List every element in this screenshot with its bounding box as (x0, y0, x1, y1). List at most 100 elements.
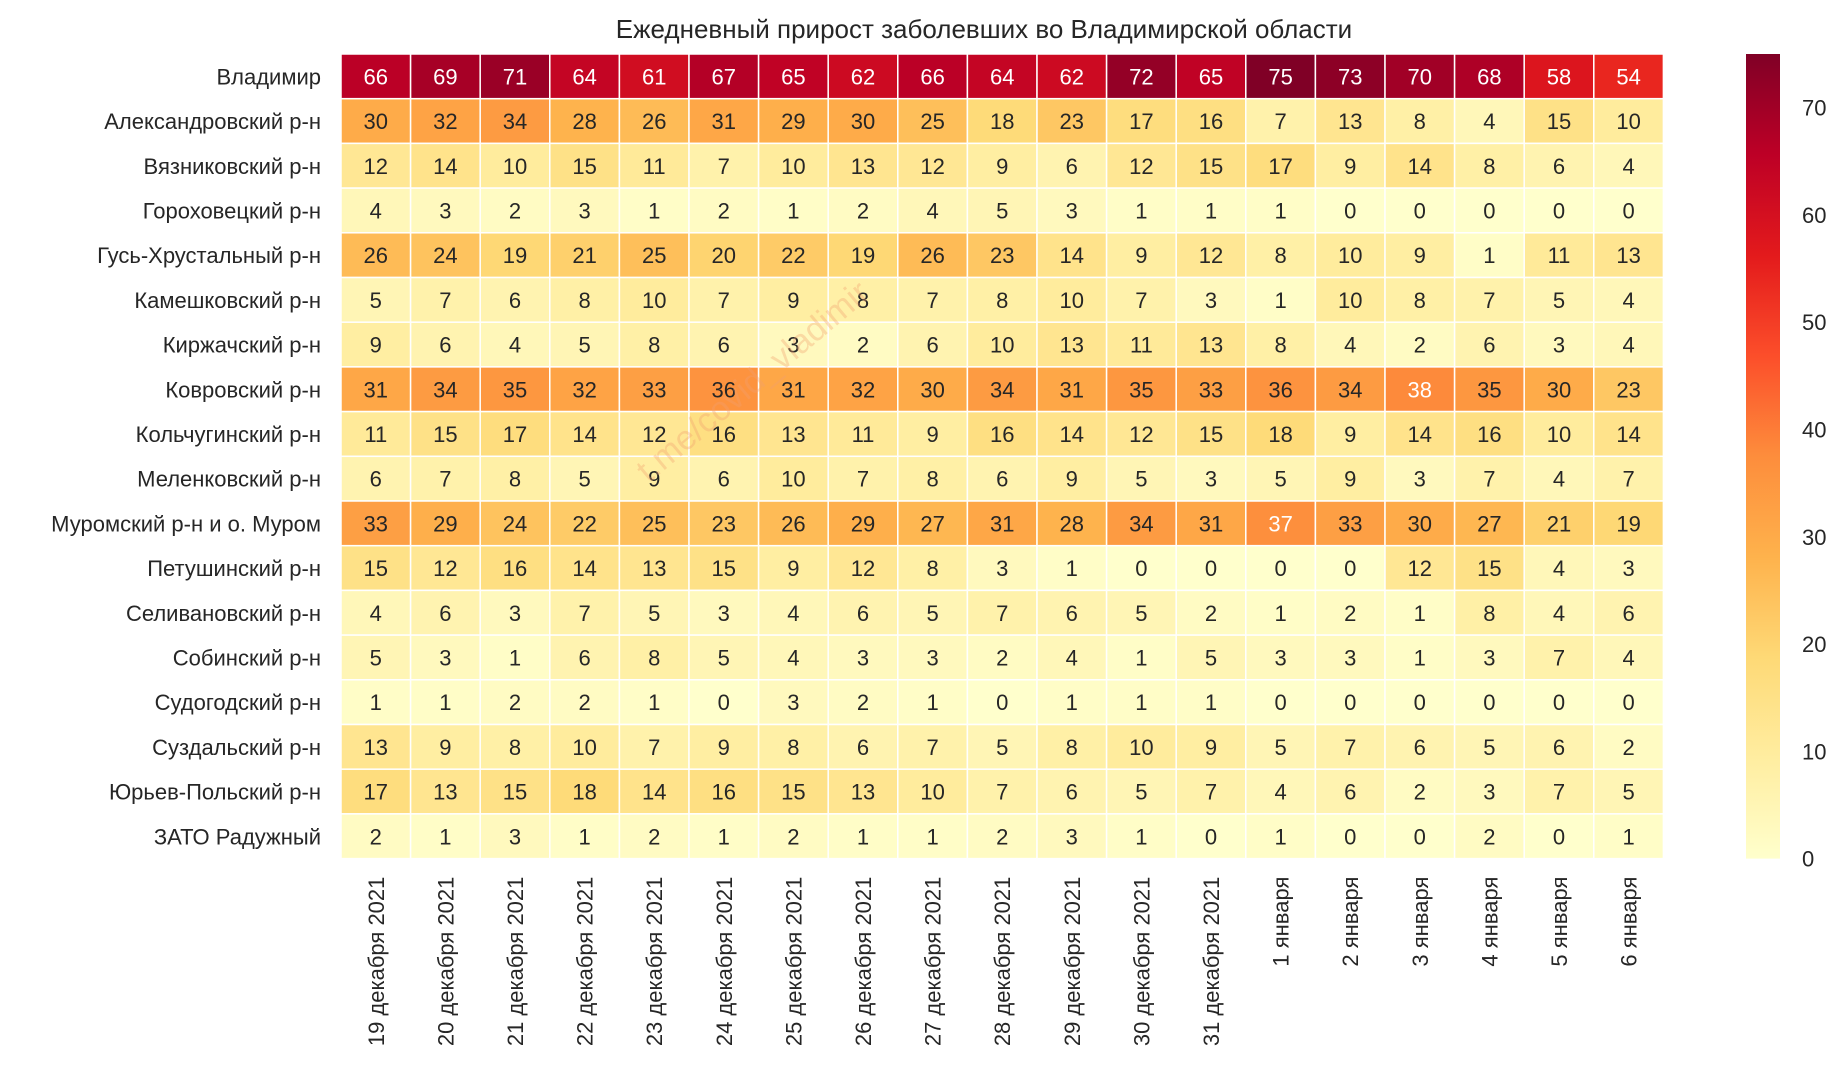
column-label: 29 декабря 2021 (1060, 877, 1085, 1047)
heatmap-cell-value: 6 (1066, 780, 1078, 805)
heatmap-cell-value: 0 (1414, 198, 1426, 223)
column-label: 28 декабря 2021 (990, 877, 1015, 1047)
heatmap-cell-value: 1 (926, 690, 938, 715)
heatmap-cell (1384, 366, 1456, 413)
heatmap-cell-value: 7 (1344, 735, 1356, 760)
heatmap-cell (1453, 455, 1525, 502)
heatmap-cell-value: 22 (572, 511, 596, 536)
heatmap-cell (549, 768, 621, 815)
heatmap-cell-value: 22 (781, 243, 805, 268)
heatmap-cell-value: 62 (851, 64, 875, 89)
heatmap-cell-value: 1 (926, 824, 938, 849)
heatmap-cell-value: 13 (433, 780, 457, 805)
heatmap-cell-value: 0 (1205, 824, 1217, 849)
heatmap-cell-value: 23 (712, 511, 736, 536)
heatmap-cell-value: 6 (439, 601, 451, 626)
heatmap-cell-value: 0 (1344, 556, 1356, 581)
heatmap-cell-value: 7 (1622, 467, 1634, 492)
heatmap-cell-value: 8 (1274, 333, 1286, 358)
heatmap-cell-value: 7 (1553, 780, 1565, 805)
heatmap-cell (966, 813, 1038, 860)
heatmap-cell (688, 321, 760, 368)
heatmap-cell-value: 5 (718, 645, 730, 670)
heatmap-cell-value: 30 (1547, 377, 1571, 402)
heatmap-cell-value: 18 (1268, 422, 1292, 447)
heatmap-cell-value: 16 (503, 556, 527, 581)
heatmap-cell-value: 1 (1066, 690, 1078, 715)
heatmap-cell-value: 6 (1344, 780, 1356, 805)
heatmap-cell-value: 0 (1553, 824, 1565, 849)
heatmap-cell-value: 10 (920, 780, 944, 805)
heatmap-cell-value: 15 (781, 780, 805, 805)
heatmap-cell (1593, 768, 1665, 815)
heatmap-cell (757, 500, 829, 547)
heatmap-cell (827, 232, 899, 279)
row-label: Муромский р-н и о. Муром (51, 511, 321, 536)
heatmap-cell-value: 4 (1622, 333, 1634, 358)
heatmap-cell (1384, 634, 1456, 681)
heatmap-cell-value: 4 (926, 198, 938, 223)
heatmap-cell (1453, 97, 1525, 145)
heatmap-cell-value: 7 (1205, 780, 1217, 805)
heatmap-cell-value: 11 (364, 422, 387, 447)
heatmap-cell (757, 544, 829, 592)
heatmap-cell-value: 11 (643, 154, 666, 179)
heatmap-cell (1453, 544, 1525, 592)
heatmap-cell-value: 1 (439, 824, 451, 849)
heatmap-cell-value: 9 (1344, 422, 1356, 447)
column-label: 26 декабря 2021 (851, 877, 876, 1047)
heatmap-cell (340, 232, 412, 279)
heatmap-cell-value: 6 (578, 645, 590, 670)
heatmap-cell-value: 1 (1274, 198, 1286, 223)
heatmap-cell-value: 18 (990, 109, 1014, 134)
heatmap-cell (618, 455, 690, 502)
heatmap-cell (1593, 589, 1665, 636)
heatmap-cell-value: 6 (857, 601, 869, 626)
heatmap-cell (549, 142, 621, 189)
heatmap-cell (1384, 187, 1456, 234)
heatmap-cell-value: 13 (1338, 109, 1362, 134)
row-labels: Владимир Александровский р-н Вязниковский … (51, 64, 321, 849)
heatmap-cell-value: 10 (990, 333, 1014, 358)
heatmap-cell-value: 15 (1477, 556, 1501, 581)
heatmap-cell-value: 7 (1553, 645, 1565, 670)
heatmap-cell-value: 9 (1135, 243, 1147, 268)
heatmap-cell (1384, 142, 1456, 189)
heatmap-cell (827, 97, 899, 145)
row-label: Александровский р-н (104, 109, 321, 134)
heatmap-cell-value: 23 (1060, 109, 1084, 134)
heatmap-cell-value: 12 (642, 422, 666, 447)
heatmap-cell-value: 5 (1274, 467, 1286, 492)
heatmap-cell-value: 8 (787, 735, 799, 760)
heatmap-cell (549, 187, 621, 234)
heatmap-cell (1523, 142, 1595, 189)
heatmap-cell-value: 1 (1205, 690, 1217, 715)
heatmap-cell-value: 1 (787, 198, 799, 223)
column-label: 19 декабря 2021 (364, 877, 389, 1047)
heatmap-cell-value: 4 (787, 601, 799, 626)
heatmap-cell-value: 8 (578, 288, 590, 313)
column-label: 27 декабря 2021 (921, 877, 946, 1047)
column-label: 2 января (1338, 877, 1363, 967)
heatmap-cell-value: 54 (1616, 64, 1640, 89)
heatmap-cell-value: 6 (1066, 154, 1078, 179)
heatmap-cell (1453, 500, 1525, 547)
heatmap-cell (1245, 366, 1317, 413)
heatmap-cell (1245, 321, 1317, 368)
heatmap-cell (966, 97, 1038, 145)
heatmap-cell-value: 4 (1553, 556, 1565, 581)
heatmap-cell-value: 6 (1553, 154, 1565, 179)
heatmap-cell-value: 19 (851, 243, 875, 268)
row-label: Вязниковский р-н (144, 154, 321, 179)
row-label: Ковровский р-н (165, 377, 321, 402)
heatmap-cell-value: 2 (370, 824, 382, 849)
heatmap-cell (1175, 813, 1247, 860)
heatmap-cell-value: 2 (787, 824, 799, 849)
heatmap-cell (1105, 97, 1177, 145)
heatmap-cell-value: 7 (648, 735, 660, 760)
heatmap-cell-value: 1 (857, 824, 869, 849)
heatmap-cell-value: 2 (718, 198, 730, 223)
heatmap-cell-value: 65 (1199, 64, 1223, 89)
heatmap-cell-value: 5 (996, 735, 1008, 760)
colorbar-ticks: 0 10 20 30 40 50 60 70 (1802, 96, 1826, 872)
